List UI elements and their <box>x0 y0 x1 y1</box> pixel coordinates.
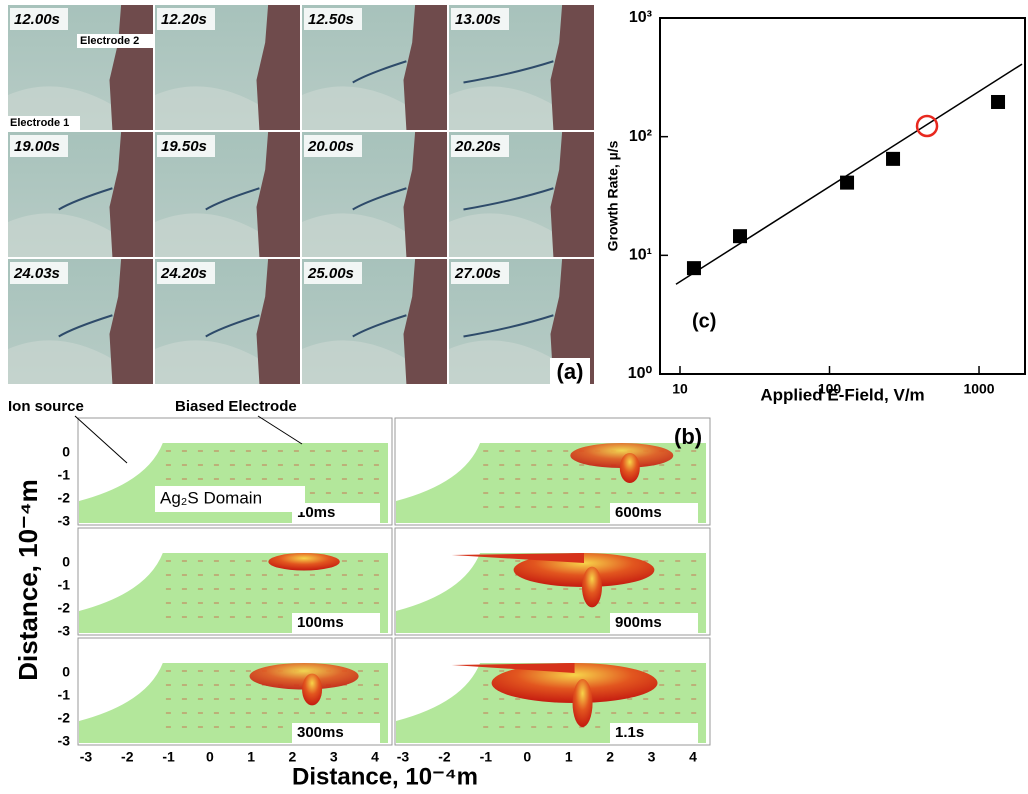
y-tick-label: -1 <box>58 467 71 483</box>
y-tick-label: -2 <box>58 600 71 616</box>
x-tick-label: -3 <box>80 749 93 765</box>
x-tick-label: 3 <box>648 749 656 765</box>
y-tick-label: -3 <box>58 733 71 749</box>
frame-time: 12.00s <box>14 11 60 28</box>
annotation: Biased Electrode <box>175 398 297 415</box>
data-point <box>991 95 1005 109</box>
frame-time: 13.00s <box>455 11 501 28</box>
y-tick-label: 10³ <box>629 9 652 26</box>
x-tick-label: 4 <box>371 749 379 765</box>
frame-time: 12.20s <box>161 11 207 28</box>
x-tick-label: 4 <box>689 749 697 765</box>
y-tick-label: 0 <box>62 554 70 570</box>
frame-time: 27.00s <box>454 265 501 282</box>
frame-time: 20.20s <box>454 138 501 155</box>
y-tick-label: 10⁰ <box>628 365 653 382</box>
y-axis-label: Distance, 10⁻⁴m <box>13 479 43 680</box>
x-tick-label: -2 <box>121 749 134 765</box>
frame-time: 20.00s <box>307 138 354 155</box>
figure: 12.00s 12.20s 12.50s 13.00s 19.00s 19.50s 20.0… <box>0 0 1028 794</box>
frame-time: 24.20s <box>160 265 207 282</box>
frame-time: 25.00s <box>307 265 354 282</box>
frame-time: 24.03s <box>13 265 60 282</box>
electrode-label: Electrode 1 <box>10 117 69 129</box>
y-tick-label: -2 <box>58 490 71 506</box>
data-point <box>840 176 854 190</box>
y-tick-label: 10¹ <box>629 247 652 264</box>
frame-time: 19.50s <box>161 138 207 155</box>
x-tick-label: 1 <box>247 749 255 765</box>
x-tick-label: 3 <box>330 749 338 765</box>
y-tick-label: 0 <box>62 444 70 460</box>
x-tick-label: -2 <box>438 749 451 765</box>
sim-time: 900ms <box>615 614 662 631</box>
sim-time: 1.1s <box>615 724 644 741</box>
x-tick-label: -3 <box>397 749 410 765</box>
y-tick-label: -2 <box>58 710 71 726</box>
sim-time: 300ms <box>297 724 344 741</box>
dendrite-plume <box>302 674 322 706</box>
dendrite-plume <box>573 679 593 727</box>
x-axis-label: Distance, 10⁻⁴m <box>292 763 478 790</box>
panel-label: (a) <box>557 359 584 384</box>
x-axis-label: Applied E-Field, V/m <box>760 385 924 404</box>
y-tick-label: -3 <box>58 623 71 639</box>
x-tick-label: 1000 <box>963 381 994 397</box>
frame-time: 19.00s <box>14 138 60 155</box>
x-tick-label: 2 <box>289 749 297 765</box>
y-tick-label: 10² <box>629 128 652 145</box>
data-point <box>886 152 900 166</box>
dendrite-plume <box>620 453 640 483</box>
x-tick-label: 10 <box>672 381 688 397</box>
annotation: Ion source <box>8 398 84 415</box>
y-tick-label: -1 <box>58 577 71 593</box>
domain-label: Ag₂S Domain <box>160 488 262 507</box>
data-point <box>687 261 701 275</box>
x-tick-label: -1 <box>480 749 493 765</box>
dendrite-plume <box>582 567 602 608</box>
frame-time: 12.50s <box>308 11 354 28</box>
y-tick-label: 0 <box>62 664 70 680</box>
sim-time: 600ms <box>615 504 662 521</box>
sim-time: 100ms <box>297 614 344 631</box>
electrode-label: Electrode 2 <box>80 35 139 47</box>
highlight-point <box>917 116 937 136</box>
y-tick-label: -3 <box>58 513 71 529</box>
y-axis-label: Growth Rate, µ/s <box>605 140 621 251</box>
dendrite-plume <box>268 553 339 571</box>
x-tick-label: -1 <box>162 749 175 765</box>
data-point <box>733 229 747 243</box>
y-tick-label: -1 <box>58 687 71 703</box>
fit-line <box>676 64 1022 284</box>
panel-label: (b) <box>674 424 702 449</box>
x-tick-label: 1 <box>565 749 573 765</box>
x-tick-label: 2 <box>606 749 614 765</box>
panel-label: (c) <box>692 310 716 332</box>
x-tick-label: 0 <box>523 749 531 765</box>
x-tick-label: 0 <box>206 749 214 765</box>
